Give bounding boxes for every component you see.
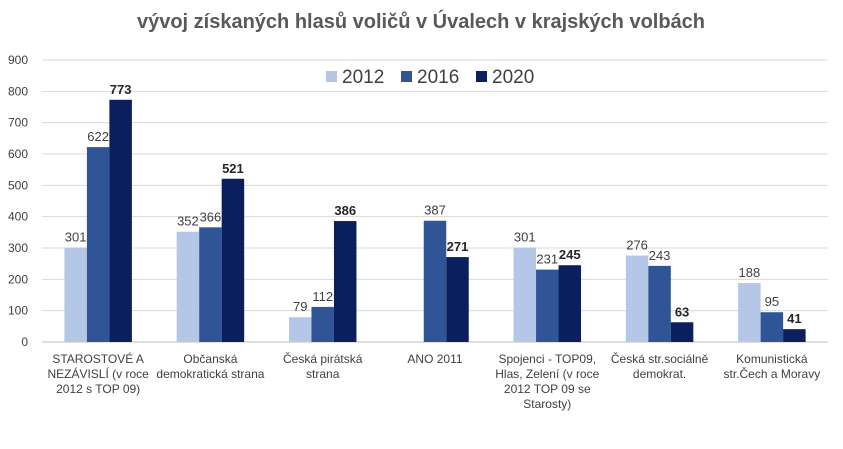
category-label: strana: [306, 367, 340, 381]
data-label: 622: [87, 129, 109, 144]
data-label: 188: [739, 265, 761, 280]
legend-label: 2020: [492, 67, 534, 88]
y-tick-label: 300: [8, 241, 28, 255]
legend: 2012 2016 2020: [326, 67, 534, 88]
data-label: 386: [334, 203, 356, 218]
y-tick-label: 0: [21, 335, 28, 349]
data-label: 243: [649, 248, 671, 263]
data-label: 301: [514, 230, 536, 245]
data-label: 301: [65, 230, 87, 245]
chart-title: vývoj získaných hlasů voličů v Úvalech v…: [137, 9, 705, 33]
category-label: ANO 2011: [407, 352, 462, 366]
data-label: 773: [110, 82, 132, 97]
bar-2020: [333, 221, 357, 342]
bar-2020: [446, 257, 469, 342]
category-label: Spojenci - TOP09,: [498, 352, 596, 366]
category-label: Komunistická: [736, 352, 808, 366]
bar-2012: [625, 255, 649, 342]
y-tick-label: 100: [8, 304, 28, 318]
y-tick-label: 800: [8, 84, 28, 98]
category-label: Starosty): [523, 397, 571, 411]
bar-2016: [760, 312, 784, 342]
category-label: str.Čech a Moravy: [724, 366, 821, 381]
data-label: 231: [536, 252, 558, 267]
bars: [64, 99, 806, 342]
category-label: Česká str.sociálně: [611, 351, 709, 366]
bar-2012: [176, 231, 200, 342]
data-label: 95: [765, 294, 779, 309]
legend-label: 2016: [417, 67, 459, 88]
category-label: STAROSTOVÉ A: [52, 351, 144, 366]
y-tick-label: 400: [8, 210, 28, 224]
bar-2012: [288, 317, 312, 342]
y-tick-label: 600: [8, 147, 28, 161]
data-label: 112: [312, 289, 333, 304]
bar-2016: [648, 265, 671, 342]
legend-label: 2012: [342, 67, 384, 88]
bar-2016: [311, 306, 334, 342]
bar-2020: [221, 178, 245, 342]
y-tick-label: 700: [8, 116, 28, 130]
bar-2020: [558, 265, 582, 342]
data-label: 79: [293, 299, 307, 314]
data-label: 521: [222, 161, 244, 176]
category-label: 2012 TOP 09 se: [504, 382, 591, 396]
data-label: 245: [559, 247, 581, 262]
category-label: Hlas, Zelení (v roce: [495, 367, 599, 381]
bar-2016: [423, 220, 447, 342]
bar-2012: [64, 247, 87, 342]
bar-2016: [199, 227, 222, 342]
bar-2020: [670, 322, 694, 342]
category-label: NEZÁVISLÍ (v roce: [47, 366, 149, 381]
category-label: 2012 s TOP 09): [56, 382, 140, 396]
bar-2012: [738, 283, 761, 342]
category-label: demokrat.: [633, 367, 686, 381]
category-label: Česká pirátská: [283, 351, 363, 366]
category-label: Občanská: [183, 352, 237, 366]
legend-swatch: [476, 71, 487, 82]
legend-swatch: [401, 71, 412, 82]
data-label: 63: [675, 304, 689, 319]
bar-2016: [86, 147, 110, 342]
data-label: 276: [626, 238, 648, 253]
bar-2012: [513, 247, 537, 342]
data-label: 271: [447, 239, 469, 254]
data-label: 41: [787, 311, 801, 326]
gridlines: 0 100 200 300 400 500 600 700 800 900: [8, 53, 828, 349]
data-label: 387: [424, 203, 446, 218]
y-tick-label: 900: [8, 53, 28, 67]
legend-swatch: [326, 71, 337, 82]
category-label: demokratická strana: [156, 367, 264, 381]
y-tick-label: 500: [8, 178, 28, 192]
data-label: 352: [177, 214, 199, 229]
bar-2016: [536, 269, 559, 342]
y-tick-label: 200: [8, 272, 28, 286]
bar-2020: [109, 99, 132, 342]
bar-2020: [783, 329, 806, 342]
data-label: 366: [200, 209, 222, 224]
